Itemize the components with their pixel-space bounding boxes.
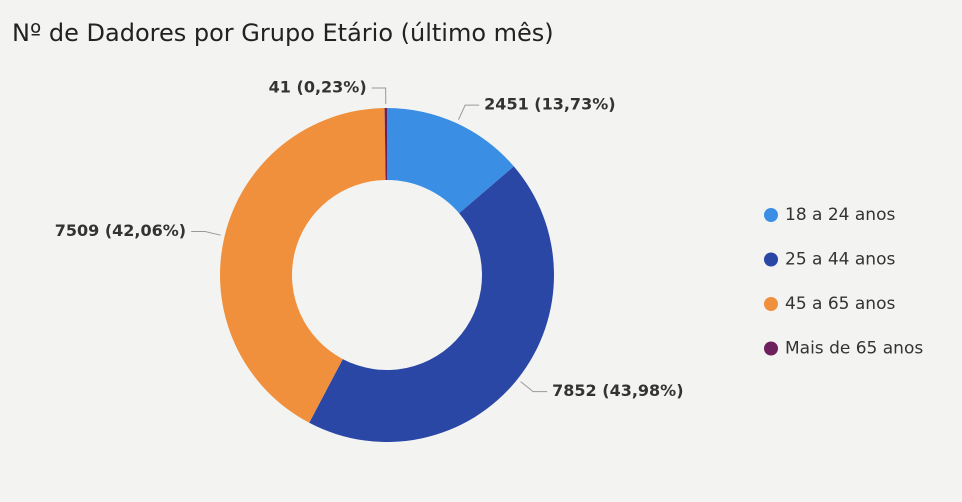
legend-marker	[764, 208, 778, 222]
legend-label: Mais de 65 anos	[785, 339, 923, 359]
data-label: 41 (0,23%)	[269, 78, 367, 97]
donut-slice	[309, 166, 555, 443]
donut-slice	[387, 108, 514, 214]
legend-label: 25 a 44 anos	[785, 250, 895, 270]
leader-line	[371, 87, 387, 105]
leader-line	[191, 230, 221, 236]
donut-slice	[384, 108, 387, 181]
data-label: 7852 (43,98%)	[552, 381, 683, 400]
legend-marker	[764, 252, 778, 267]
chart-title: Nº de Dadores por Grupo Etário (último m…	[12, 19, 554, 47]
legend-marker	[764, 297, 778, 311]
legend-label: 18 a 24 anos	[785, 205, 895, 225]
leader-line	[520, 381, 548, 393]
legend-marker	[764, 341, 778, 356]
legend-label: 45 a 65 anos	[785, 294, 895, 314]
leader-line	[458, 104, 480, 120]
data-label: 7509 (42,06%)	[55, 221, 186, 240]
donut-slice	[220, 108, 386, 423]
data-label: 2451 (13,73%)	[484, 95, 615, 114]
